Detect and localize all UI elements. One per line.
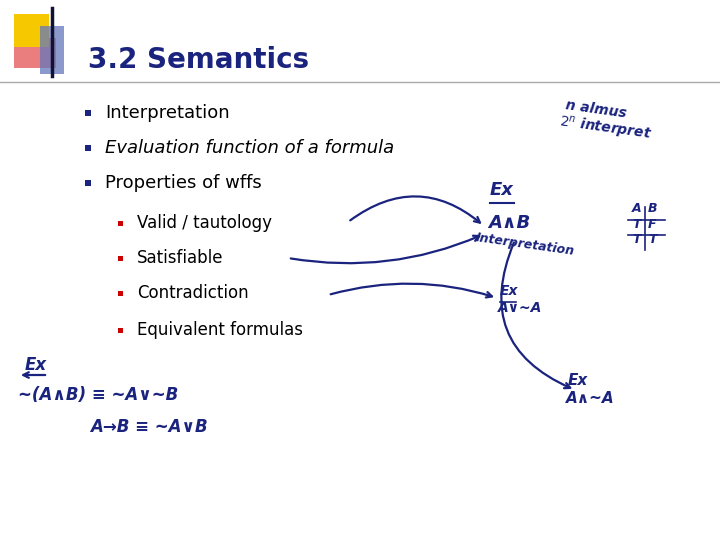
Text: T: T (632, 233, 641, 246)
Text: 3.2 Semantics: 3.2 Semantics (88, 46, 309, 74)
Bar (85, 180, 91, 186)
Text: A∨~A: A∨~A (498, 301, 542, 315)
Bar (14, 38, 56, 68)
Bar (117, 327, 122, 333)
Text: A: A (632, 202, 642, 215)
FancyArrowPatch shape (291, 236, 480, 263)
Bar (117, 291, 122, 295)
Text: A∧~A: A∧~A (566, 391, 615, 406)
FancyArrowPatch shape (350, 197, 480, 222)
Bar (14, 14, 49, 47)
Text: Contradiction: Contradiction (137, 284, 248, 302)
FancyArrowPatch shape (330, 284, 492, 298)
Text: T: T (648, 233, 657, 246)
Text: Interpretation: Interpretation (105, 104, 230, 122)
Text: Equivalent formulas: Equivalent formulas (137, 321, 303, 339)
Text: Evaluation function of a formula: Evaluation function of a formula (105, 139, 394, 157)
Text: Ex: Ex (25, 356, 47, 374)
FancyArrowPatch shape (501, 242, 570, 388)
Text: Valid / tautology: Valid / tautology (137, 214, 272, 232)
Bar (117, 255, 122, 260)
Bar (117, 220, 122, 226)
Text: Satisfiable: Satisfiable (137, 249, 223, 267)
Text: Ex: Ex (568, 373, 588, 388)
Text: ~(A∧B) ≡ ~A∨~B: ~(A∧B) ≡ ~A∨~B (18, 386, 179, 404)
Text: F: F (648, 218, 657, 231)
Bar (85, 110, 91, 116)
Text: Properties of wffs: Properties of wffs (105, 174, 262, 192)
Text: Interpretation: Interpretation (475, 231, 576, 258)
Text: n almus: n almus (565, 99, 628, 121)
Text: $2^n$ interpret: $2^n$ interpret (558, 113, 653, 145)
Bar (40, 26, 64, 74)
Text: A∧B: A∧B (488, 214, 530, 232)
Text: A→B ≡ ~A∨B: A→B ≡ ~A∨B (90, 418, 207, 436)
Bar (85, 145, 91, 151)
Text: Ex: Ex (490, 181, 514, 199)
Text: Ex: Ex (500, 284, 518, 298)
Text: T: T (632, 218, 641, 231)
Text: B: B (648, 202, 657, 215)
